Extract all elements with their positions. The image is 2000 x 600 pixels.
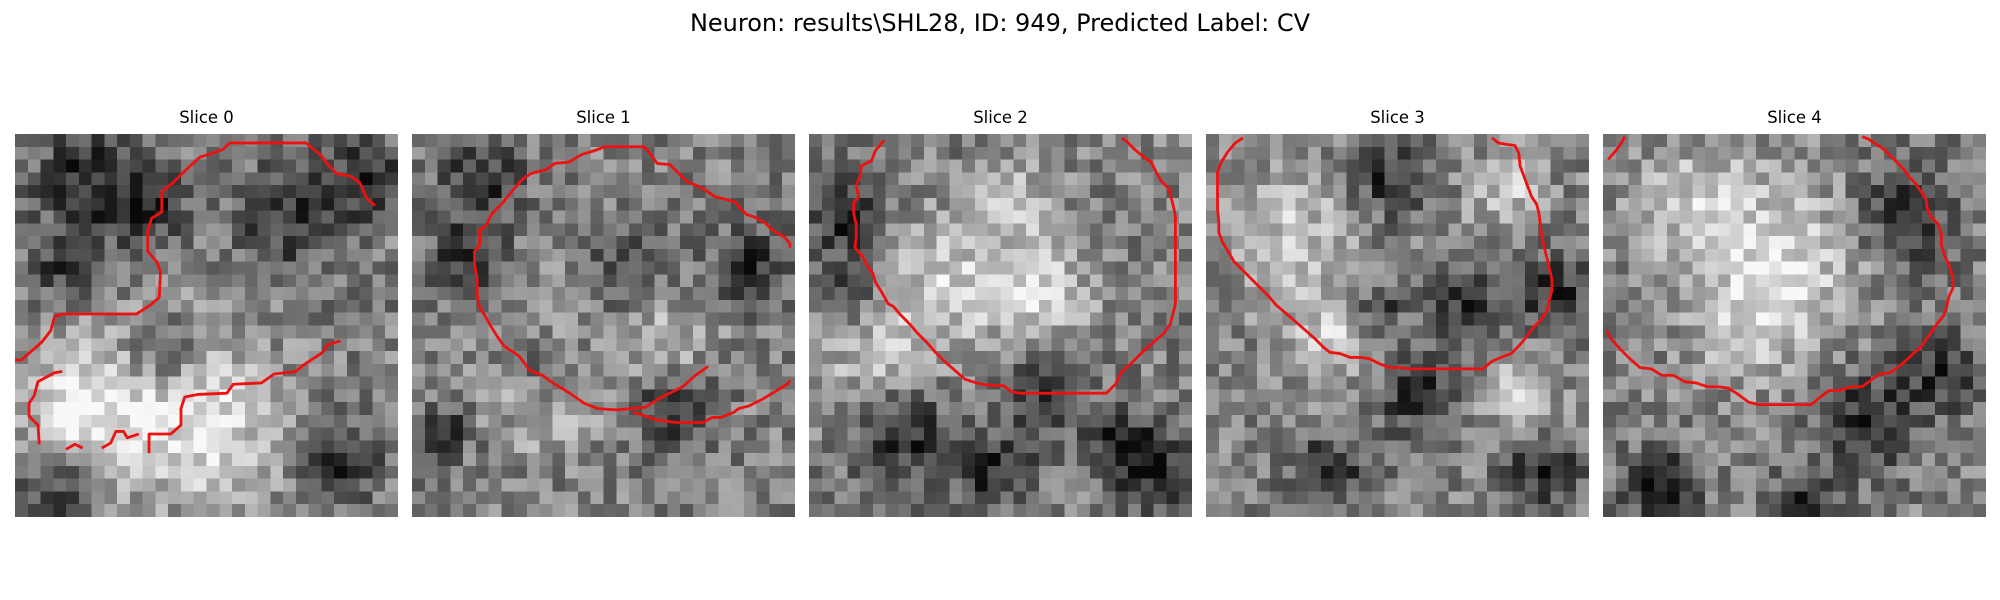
- slice-image: [1206, 134, 1589, 517]
- contour-overlay: [1216, 136, 1554, 371]
- contour-line: [15, 141, 376, 362]
- panel-slice-1: Slice 1: [412, 108, 795, 517]
- panel-title: Slice 0: [179, 108, 234, 127]
- panel-title: Slice 3: [1370, 108, 1425, 127]
- panel-slice-4: Slice 4: [1603, 108, 1986, 517]
- slice-image: [412, 134, 795, 517]
- contour-line: [101, 430, 140, 450]
- contour-overlay: [15, 141, 376, 454]
- panel-title: Slice 2: [973, 108, 1028, 127]
- contour-overlay: [473, 145, 792, 424]
- slice-image: [15, 134, 398, 517]
- contour-line: [473, 145, 792, 412]
- contour-overlay: [852, 136, 1177, 395]
- contour-overlay: [1605, 135, 1955, 407]
- panel-slice-0: Slice 0: [15, 108, 398, 517]
- panel-slice-3: Slice 3: [1206, 108, 1589, 517]
- figure-title: Neuron: results\SHL28, ID: 949, Predicte…: [689, 9, 1311, 37]
- panel-title: Slice 4: [1767, 108, 1822, 127]
- contour-line: [852, 136, 1177, 395]
- slice-image: [1603, 134, 1986, 517]
- slice-image: [809, 134, 1192, 517]
- contour-line: [1605, 135, 1955, 407]
- panel-title: Slice 1: [576, 108, 631, 127]
- contour-line: [632, 379, 792, 424]
- contour-line: [1607, 135, 1626, 161]
- panel-slice-2: Slice 2: [809, 108, 1192, 517]
- contour-line: [65, 442, 84, 451]
- contour-line: [1216, 136, 1554, 371]
- contour-line: [27, 370, 63, 445]
- contour-line: [147, 339, 341, 454]
